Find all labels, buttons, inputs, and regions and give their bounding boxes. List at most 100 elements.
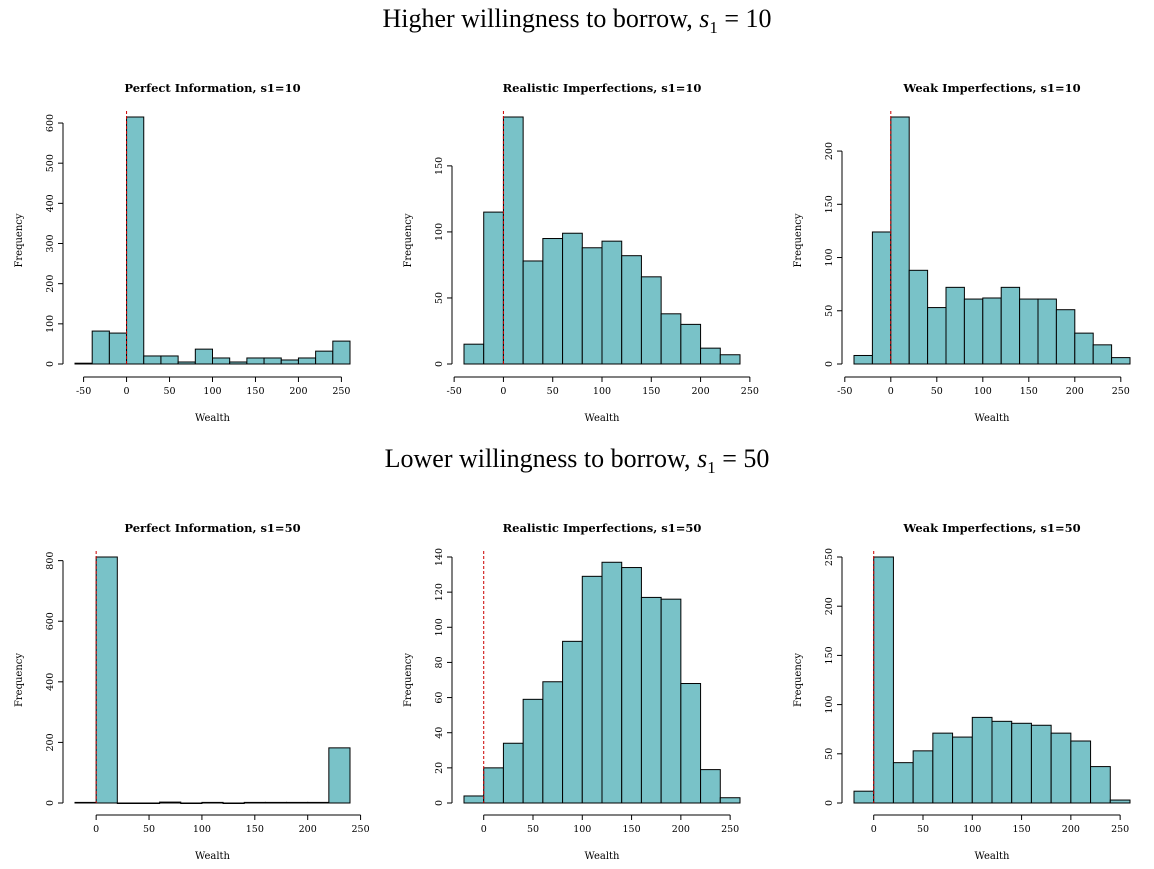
histogram-bar <box>502 116 524 365</box>
section-title-bottom: Lower willingness to borrow, s1 = 50 <box>0 444 1154 478</box>
y-tick-label: 20 <box>434 762 445 774</box>
y-tick-label: 60 <box>434 692 445 704</box>
x-axis-label: Wealth <box>585 413 621 424</box>
histogram-bar <box>126 116 145 365</box>
histogram-bar <box>853 790 875 804</box>
histogram-bar <box>853 354 873 365</box>
x-axis-label: Wealth <box>585 851 621 862</box>
histogram-bar <box>562 232 583 365</box>
x-tick-label: 0 <box>124 386 130 397</box>
y-tick-label: 100 <box>434 223 445 241</box>
section-title-top-text: Higher willingness to borrow, <box>382 4 700 33</box>
chart-title: Perfect Information, s1=50 <box>124 521 300 535</box>
histogram-bar <box>222 802 245 804</box>
histogram-bar <box>700 347 721 365</box>
y-tick-label: 100 <box>824 248 835 266</box>
histogram-bar <box>483 767 504 804</box>
x-tick-label: 150 <box>623 824 641 835</box>
histogram-bar <box>246 357 265 365</box>
histogram-realistic-imperfections-s1-10: Realistic Imperfections, s1=10 -50 0 50 100 1… <box>403 81 759 424</box>
histogram-perfect-information-s1-50: Perfect Information, s1=50 0 50 100 150 200 25… <box>14 521 370 862</box>
y-tick-label: 400 <box>45 673 56 691</box>
x-axis-label: Wealth <box>975 413 1011 424</box>
histogram-bar <box>1000 286 1021 365</box>
histogram-bar <box>280 359 299 365</box>
chart-title: Weak Imperfections, s1=50 <box>902 521 1080 535</box>
x-tick-label: 200 <box>672 824 690 835</box>
y-axis-label: Frequency <box>793 213 804 267</box>
y-tick-label: 0 <box>434 800 445 806</box>
histogram-bar <box>640 596 662 804</box>
histogram-bar <box>263 357 282 365</box>
x-tick-label: 50 <box>163 386 175 397</box>
histogram-bar <box>229 361 248 365</box>
y-axis-label: Frequency <box>403 653 414 707</box>
y-tick-label: 0 <box>824 361 835 367</box>
x-axis-label: Wealth <box>195 851 231 862</box>
x-tick-label: 100 <box>974 386 992 397</box>
x-tick-label: 100 <box>203 386 221 397</box>
y-tick-label: 80 <box>434 656 445 668</box>
section-title-top-var: s <box>699 4 710 33</box>
histogram-bar <box>328 747 351 804</box>
histogram-bar <box>286 801 309 804</box>
y-tick-label: 200 <box>824 142 835 160</box>
x-tick-label: 100 <box>193 824 211 835</box>
histogram-bar <box>908 269 929 365</box>
histogram-bar <box>1074 332 1094 365</box>
histogram-bar <box>873 556 894 804</box>
histogram-bar <box>700 769 721 804</box>
x-tick-label: 250 <box>741 386 759 397</box>
histogram-bar <box>963 298 984 365</box>
histogram-bar <box>1111 357 1131 365</box>
histogram-bar <box>542 238 564 365</box>
y-tick-label: 40 <box>434 727 445 739</box>
histogram-bar <box>180 802 203 804</box>
histogram-bar <box>522 260 544 365</box>
x-tick-label: 100 <box>963 824 981 835</box>
section-title-bottom-var: s <box>697 444 708 473</box>
histogram-bar <box>971 716 993 804</box>
histogram-bar <box>194 348 213 365</box>
y-tick-label: 250 <box>824 548 835 566</box>
histogram-bar <box>601 561 623 804</box>
histogram-bar <box>160 355 179 365</box>
y-tick-label: 600 <box>45 612 56 630</box>
y-tick-label: 100 <box>45 315 56 333</box>
histogram-bar <box>177 361 196 365</box>
chart-title: Perfect Information, s1=10 <box>124 81 300 95</box>
histogram-bar <box>542 681 564 804</box>
histogram-bar <box>1030 724 1052 804</box>
y-axis-label: Frequency <box>14 653 25 707</box>
histogram-bar <box>1109 799 1131 804</box>
histogram-bar <box>932 732 954 804</box>
histogram-bar <box>890 116 910 365</box>
histogram-bar <box>1092 344 1113 365</box>
y-tick-label: 0 <box>45 361 56 367</box>
x-tick-label: 50 <box>143 824 155 835</box>
x-tick-label: 100 <box>593 386 611 397</box>
section-title-bottom-text: Lower willingness to borrow, <box>384 444 698 473</box>
histogram-bar <box>952 736 973 804</box>
histogram-bar <box>201 801 224 804</box>
x-tick-label: 150 <box>1020 386 1038 397</box>
x-tick-label: -50 <box>837 386 852 397</box>
x-tick-label: 200 <box>299 824 317 835</box>
y-tick-label: 0 <box>434 361 445 367</box>
x-tick-label: -50 <box>446 386 461 397</box>
histogram-bar <box>463 343 485 365</box>
histogram-bar <box>307 801 330 804</box>
histogram-bar <box>143 355 162 365</box>
histogram-bar <box>660 598 682 804</box>
x-tick-label: 0 <box>871 824 877 835</box>
x-tick-label: 0 <box>500 386 506 397</box>
chart-title: Realistic Imperfections, s1=10 <box>503 81 702 95</box>
histogram-bar <box>212 357 231 365</box>
y-tick-label: 500 <box>45 154 56 172</box>
histogram-bar <box>945 286 965 365</box>
y-tick-label: 50 <box>434 292 445 304</box>
histogram-bar <box>719 354 741 365</box>
histogram-bar <box>1037 298 1057 365</box>
histogram-bar <box>1070 740 1092 804</box>
histogram-bar <box>640 276 662 365</box>
